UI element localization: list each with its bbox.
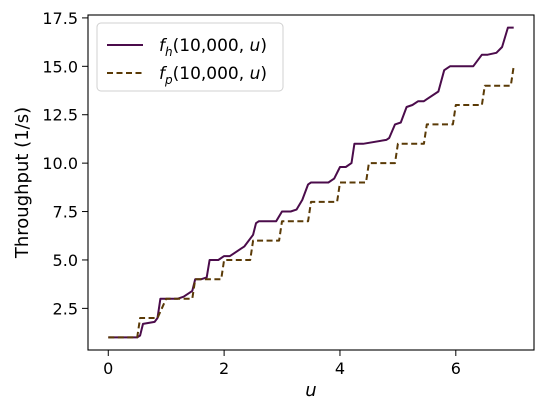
axes-frame xyxy=(87,14,535,351)
x-tick-label: 0 xyxy=(103,359,113,378)
legend-label: fh(10,000, u) xyxy=(159,36,267,59)
legend-label: fp(10,000, u) xyxy=(159,64,267,87)
x-axis-label: u xyxy=(305,380,316,401)
y-axis: 2.5 5.0 7.5 10.0 12.5 15.0 17.5 xyxy=(42,9,88,318)
y-tick-label: 12.5 xyxy=(42,106,78,125)
x-tick-label: 2 xyxy=(219,359,229,378)
y-tick-label: 5.0 xyxy=(53,251,78,270)
plot-area xyxy=(108,26,515,339)
y-axis-label: Throughput (1/s) xyxy=(12,107,33,259)
y-tick-label: 7.5 xyxy=(53,203,78,222)
y-tick-label: 10.0 xyxy=(42,154,78,173)
y-tick-label: 17.5 xyxy=(42,9,78,28)
series-line-1 xyxy=(108,26,514,339)
legend: fh(10,000, u) fp(10,000, u) xyxy=(96,22,284,92)
y-tick-label: 2.5 xyxy=(53,299,78,318)
x-tick-label: 4 xyxy=(335,359,345,378)
x-axis: 0 2 4 6 xyxy=(103,350,461,378)
x-tick-label: 6 xyxy=(451,359,461,378)
series-line-2 xyxy=(108,66,515,339)
legend-box xyxy=(96,22,284,92)
y-tick-label: 15.0 xyxy=(42,57,78,76)
